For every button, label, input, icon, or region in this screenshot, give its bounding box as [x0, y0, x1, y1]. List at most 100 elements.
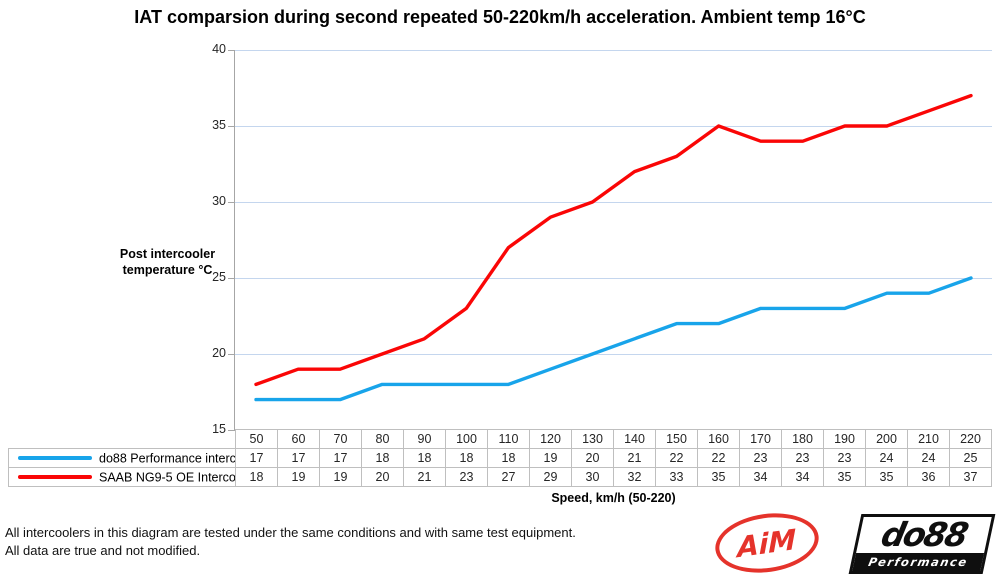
value-cell: 36 [907, 467, 950, 487]
speed-header-cell: 70 [319, 429, 362, 449]
value-cell: 35 [823, 467, 866, 487]
y-axis-tick [228, 430, 235, 431]
speed-header-cell: 130 [571, 429, 614, 449]
value-cell: 18 [403, 448, 446, 468]
y-axis-tick-label: 15 [212, 422, 226, 436]
gridline [235, 201, 992, 203]
value-cell: 18 [445, 448, 488, 468]
y-axis-title-line1: Post intercooler [119, 247, 216, 261]
speed-header-cell: 110 [487, 429, 530, 449]
speed-header-cell: 100 [445, 429, 488, 449]
value-cell: 19 [319, 467, 362, 487]
y-axis-tick [228, 50, 235, 51]
footnote-line1: All intercoolers in this diagram are tes… [5, 525, 576, 540]
series-line-1 [254, 93, 973, 387]
legend-swatch [18, 475, 92, 480]
value-cell: 21 [613, 448, 656, 468]
value-cell: 18 [487, 448, 530, 468]
value-cell: 17 [277, 448, 320, 468]
do88-logo-box: do88 Performance [848, 514, 996, 574]
value-cell: 35 [697, 467, 740, 487]
line-series-svg [254, 93, 973, 402]
speed-header-cell: 220 [949, 429, 992, 449]
legend-label: do88 Performance intercooler (ICM-370) [99, 451, 236, 466]
y-axis-tick-label: 30 [212, 194, 226, 208]
value-cell: 17 [319, 448, 362, 468]
value-cell: 29 [529, 467, 572, 487]
y-axis-title: Post intercooler temperature °C [95, 246, 240, 278]
value-cell: 18 [361, 448, 404, 468]
plot-area [235, 49, 992, 430]
value-cell: 23 [739, 448, 782, 468]
value-cell: 33 [655, 467, 698, 487]
table-corner-cell [9, 430, 236, 449]
chart-title: IAT comparsion during second repeated 50… [134, 7, 866, 27]
speed-header-cell: 90 [403, 429, 446, 449]
speed-header-cell: 200 [865, 429, 908, 449]
value-cell: 32 [613, 467, 656, 487]
value-cell: 24 [865, 448, 908, 468]
legend-swatch [18, 456, 92, 461]
speed-header-cell: 180 [781, 429, 824, 449]
series-row-1: SAAB NG9-5 OE Intercooler181919202123272… [8, 467, 992, 487]
value-cell: 24 [907, 448, 950, 468]
value-cell: 22 [697, 448, 740, 468]
y-axis-tick-label: 35 [212, 118, 226, 132]
series-row-0: do88 Performance intercooler (ICM-370)17… [8, 448, 992, 468]
gridline [235, 125, 992, 127]
legend-cell: do88 Performance intercooler (ICM-370) [8, 448, 236, 468]
legend-cell: SAAB NG9-5 OE Intercooler [8, 467, 236, 487]
value-cell: 19 [277, 467, 320, 487]
speed-header-cell: 150 [655, 429, 698, 449]
speed-header-cell: 170 [739, 429, 782, 449]
speed-header-cell: 80 [361, 429, 404, 449]
gridline [235, 353, 992, 355]
do88-performance-bar: Performance [852, 553, 985, 571]
footnote-line2: All data are true and not modified. [5, 542, 201, 558]
speed-header-row: 50 60 70 80 90 100 110 120 130 140 150 160 170 180 190… [9, 429, 992, 449]
value-cell: 23 [445, 467, 488, 487]
x-axis-title: Speed, km/h (50-220) [551, 491, 676, 505]
value-cell: 23 [781, 448, 824, 468]
legend-label: SAAB NG9-5 OE Intercooler [99, 470, 236, 485]
y-axis-tick [228, 202, 235, 203]
data-table: 50 60 70 80 90 100 110 120 130 140 150 160 170 180 190… [8, 429, 992, 487]
value-cell: 22 [655, 448, 698, 468]
do88-performance-text: Performance [867, 555, 970, 569]
y-axis-tick [228, 278, 235, 279]
y-axis-line [234, 50, 235, 430]
do88-logo: do88 Performance [845, 511, 996, 577]
footnote: All intercoolers in this diagram are tes… [5, 524, 576, 559]
value-cell: 34 [781, 467, 824, 487]
aim-logo-text: AiM [737, 522, 797, 564]
gridline [235, 49, 992, 51]
value-cell: 20 [361, 467, 404, 487]
value-cell: 23 [823, 448, 866, 468]
y-axis-tick [228, 354, 235, 355]
value-cell: 35 [865, 467, 908, 487]
speed-header-cell: 210 [907, 429, 950, 449]
series-line-0 [254, 276, 973, 402]
y-axis-tick [228, 126, 235, 127]
speed-header-cell: 120 [529, 429, 572, 449]
value-cell: 20 [571, 448, 614, 468]
value-cell: 21 [403, 467, 446, 487]
value-cell: 37 [949, 467, 992, 487]
y-axis-title-line2: temperature °C [122, 263, 213, 277]
value-cell: 30 [571, 467, 614, 487]
value-cell: 17 [235, 448, 278, 468]
speed-header-cell: 60 [277, 429, 320, 449]
y-axis-tick-label: 40 [212, 42, 226, 56]
value-cell: 18 [235, 467, 278, 487]
speed-header-cell: 190 [823, 429, 866, 449]
y-axis-tick-label: 20 [212, 346, 226, 360]
gridline [235, 277, 992, 279]
aim-logo: AiM [711, 507, 824, 579]
speed-header-cell: 160 [697, 429, 740, 449]
speed-header-cell: 140 [613, 429, 656, 449]
aim-logo-ellipse: AiM [711, 507, 823, 579]
value-cell: 27 [487, 467, 530, 487]
value-cell: 19 [529, 448, 572, 468]
do88-logo-text: do88 [877, 515, 971, 554]
